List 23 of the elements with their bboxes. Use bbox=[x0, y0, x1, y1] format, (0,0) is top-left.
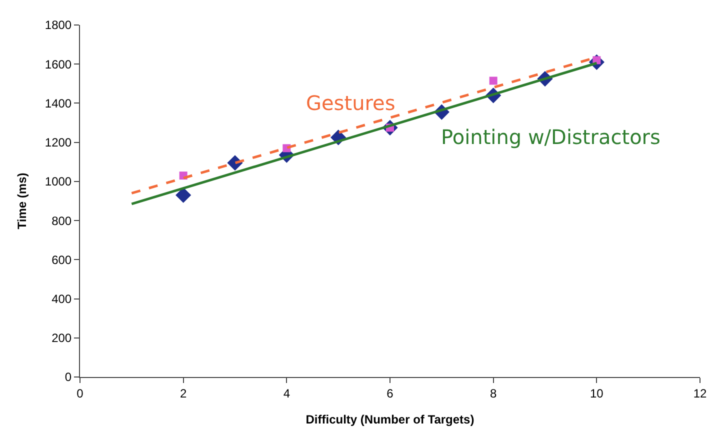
x-tick-label: 12 bbox=[693, 386, 707, 400]
y-tick-label: 400 bbox=[52, 292, 72, 306]
y-tick-label: 600 bbox=[52, 252, 72, 267]
x-tick-label: 0 bbox=[76, 386, 84, 400]
series-label: Pointing w/Distractors bbox=[441, 125, 660, 149]
y-tick-label: 800 bbox=[52, 214, 72, 228]
y-tick-label: 200 bbox=[52, 331, 72, 346]
point bbox=[489, 76, 498, 85]
point bbox=[176, 187, 192, 203]
x-axis-title: Difficulty (Number of Targets) bbox=[306, 412, 474, 426]
y-tick-label: 1400 bbox=[44, 96, 72, 110]
x-tick-label: 2 bbox=[180, 386, 187, 400]
x-tick-label: 10 bbox=[590, 386, 604, 400]
x-tick-label: 8 bbox=[490, 386, 497, 400]
y-tick-label: 0 bbox=[64, 370, 72, 384]
series-label: Gestures bbox=[306, 91, 396, 115]
x-tick-label: 6 bbox=[386, 386, 394, 400]
y-tick-label: 1000 bbox=[44, 174, 72, 189]
y-tick-label: 1200 bbox=[44, 136, 72, 150]
y-tick-label: 1600 bbox=[44, 57, 72, 72]
x-tick-label: 4 bbox=[283, 386, 290, 400]
y-tick-label: 1800 bbox=[44, 18, 72, 32]
y-axis-title: Time (ms) bbox=[15, 172, 30, 230]
